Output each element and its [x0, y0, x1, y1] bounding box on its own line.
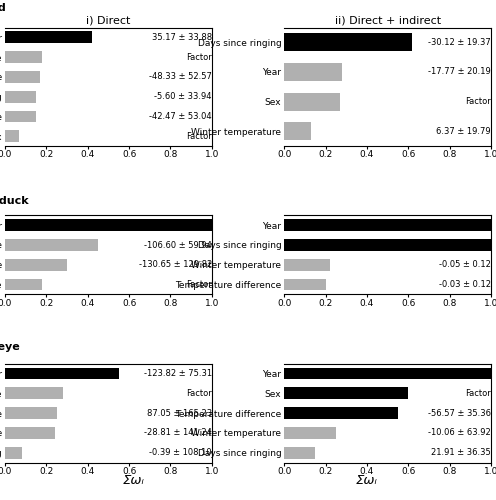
Text: -0.18 ± 0.06**: -0.18 ± 0.06** — [425, 240, 491, 250]
Bar — [5, 220, 212, 231]
Text: 87.05 ± 165.23: 87.05 ± 165.23 — [147, 408, 212, 418]
Bar — [5, 407, 57, 419]
Bar — [5, 32, 92, 44]
Bar — [284, 446, 315, 458]
Bar — [284, 427, 336, 439]
Bar — [5, 278, 42, 290]
Bar — [5, 239, 98, 251]
Text: -28.81 ± 141.24: -28.81 ± 141.24 — [144, 428, 212, 438]
Bar — [284, 368, 491, 380]
Text: -10.06 ± 63.92: -10.06 ± 63.92 — [428, 428, 491, 438]
Text: Factor: Factor — [465, 97, 491, 106]
Bar — [5, 388, 63, 399]
Text: Σωᵢ: Σωᵢ — [356, 474, 378, 488]
Bar — [5, 427, 55, 439]
Text: Factor: Factor — [465, 389, 491, 398]
Text: -123.82 ± 75.31: -123.82 ± 75.31 — [144, 369, 212, 378]
Bar — [5, 110, 36, 122]
Bar — [5, 51, 42, 63]
Bar — [284, 388, 408, 399]
Bar — [5, 446, 21, 458]
Text: 35.17 ± 33.88: 35.17 ± 33.88 — [152, 33, 212, 42]
Text: -76.24 ± 36.49**: -76.24 ± 36.49** — [413, 369, 491, 378]
Text: 0.17 ± 0.06**: 0.17 ± 0.06** — [428, 220, 491, 230]
Bar — [284, 34, 413, 51]
Text: (a) Pochard: (a) Pochard — [0, 4, 5, 14]
Text: (c) Goldeneye: (c) Goldeneye — [0, 342, 19, 352]
Bar — [284, 239, 491, 251]
Text: -0.03 ± 0.12: -0.03 ± 0.12 — [439, 280, 491, 289]
Bar — [284, 122, 311, 140]
Text: -30.12 ± 19.37: -30.12 ± 19.37 — [428, 38, 491, 47]
Text: -48.33 ± 52.57: -48.33 ± 52.57 — [149, 72, 212, 82]
Text: -17.77 ± 20.19: -17.77 ± 20.19 — [428, 68, 491, 76]
Text: Factor: Factor — [186, 52, 212, 62]
Text: -42.47 ± 53.04: -42.47 ± 53.04 — [149, 112, 212, 121]
Text: -0.05 ± 0.12: -0.05 ± 0.12 — [439, 260, 491, 270]
Text: Factor: Factor — [186, 132, 212, 141]
Bar — [5, 71, 40, 83]
Bar — [284, 63, 342, 81]
Text: 206.72 ± 59.94***: 206.72 ± 59.94*** — [126, 220, 212, 230]
Bar — [5, 130, 19, 142]
Bar — [284, 220, 491, 231]
Bar — [5, 368, 119, 380]
Text: 6.37 ± 19.79: 6.37 ± 19.79 — [436, 127, 491, 136]
Bar — [284, 278, 325, 290]
Text: -56.57 ± 35.36: -56.57 ± 35.36 — [428, 408, 491, 418]
Text: -130.65 ± 129.82: -130.65 ± 129.82 — [138, 260, 212, 270]
Title: i) Direct: i) Direct — [86, 16, 130, 26]
Text: -5.60 ± 33.94: -5.60 ± 33.94 — [154, 92, 212, 101]
Bar — [284, 407, 398, 419]
Text: Factor: Factor — [186, 280, 212, 289]
Bar — [284, 93, 340, 110]
Text: (b) Tufted duck: (b) Tufted duck — [0, 196, 28, 206]
Text: -106.60 ± 59.94: -106.60 ± 59.94 — [144, 240, 212, 250]
Text: -0.39 ± 108.10: -0.39 ± 108.10 — [149, 448, 212, 457]
Bar — [5, 91, 36, 102]
Bar — [5, 259, 67, 270]
Title: ii) Direct + indirect: ii) Direct + indirect — [335, 16, 440, 26]
Bar — [284, 259, 330, 270]
Text: Factor: Factor — [186, 389, 212, 398]
Text: Σωᵢ: Σωᵢ — [123, 474, 145, 488]
Text: 21.91 ± 36.35: 21.91 ± 36.35 — [432, 448, 491, 457]
